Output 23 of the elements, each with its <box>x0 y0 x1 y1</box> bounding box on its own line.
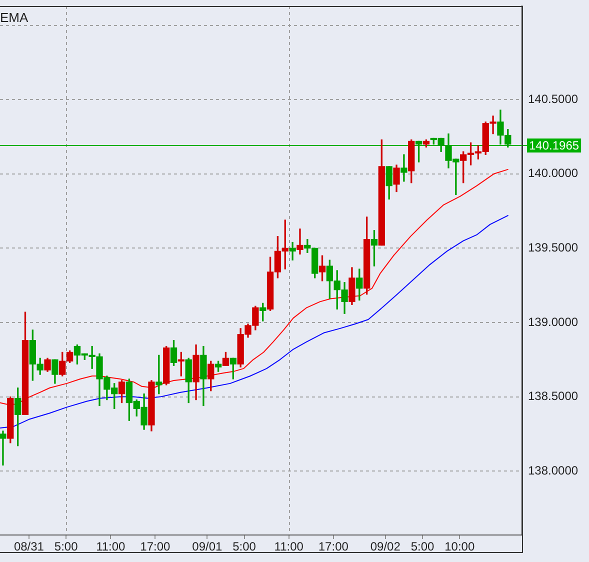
x-tick-label: 09/01 <box>192 540 223 554</box>
candlestick <box>400 154 408 182</box>
y-tick-label: 139.5000 <box>528 240 578 255</box>
x-tick-label: 17:00 <box>140 540 171 554</box>
ref-line-label: 140.1965 <box>529 138 580 152</box>
x-tick-label: 17:00 <box>318 540 349 554</box>
y-tick-label: 140.5000 <box>528 92 578 106</box>
y-tick-label: 139.0000 <box>528 314 578 329</box>
y-tick-label: 140.0000 <box>528 166 578 180</box>
candlestick <box>296 228 304 254</box>
x-tick-label: 08/31 <box>14 540 44 554</box>
y-tick-label: 138.5000 <box>528 389 578 404</box>
x-tick-label: 5:00 <box>410 540 435 554</box>
candlestick <box>0 430 6 466</box>
candlestick <box>289 242 296 260</box>
x-tick-label: 5:00 <box>232 540 256 554</box>
x-tick-label: 11:00 <box>274 540 304 554</box>
x-tick-label: 09/02 <box>370 540 401 554</box>
chart-title: EMA <box>0 10 28 25</box>
y-tick-label: 138.0000 <box>528 463 578 478</box>
x-tick-label: 10:00 <box>444 540 475 554</box>
x-tick-label: 11:00 <box>96 540 126 554</box>
x-tick-label: 5:00 <box>54 540 78 554</box>
